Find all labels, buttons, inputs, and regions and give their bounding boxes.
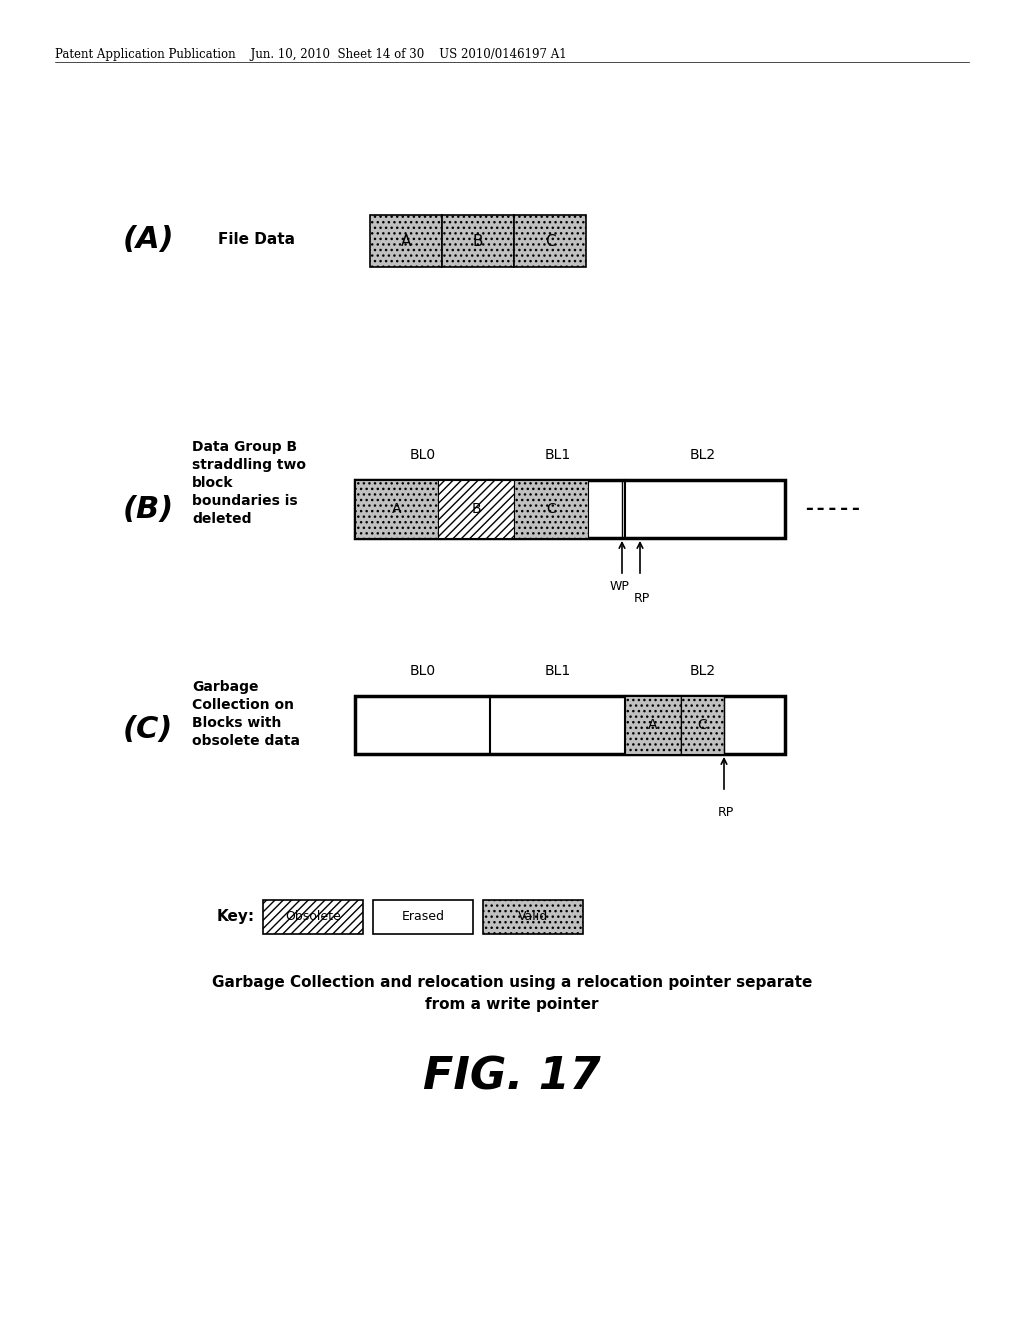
Text: FIG. 17: FIG. 17 xyxy=(423,1055,601,1098)
Bar xyxy=(483,900,583,935)
Text: Blocks with: Blocks with xyxy=(193,715,282,730)
Text: C: C xyxy=(546,502,556,516)
Text: (C): (C) xyxy=(123,715,173,744)
Bar xyxy=(373,900,473,935)
Text: A: A xyxy=(648,718,657,733)
Bar xyxy=(514,215,586,267)
Text: obsolete data: obsolete data xyxy=(193,734,300,748)
Bar xyxy=(355,696,785,754)
Text: Valid: Valid xyxy=(518,911,548,924)
Text: C: C xyxy=(545,234,555,248)
Text: A: A xyxy=(392,502,401,516)
Text: Collection on: Collection on xyxy=(193,698,294,711)
Text: deleted: deleted xyxy=(193,512,252,525)
Bar xyxy=(514,480,588,539)
Text: C: C xyxy=(697,718,708,733)
Bar xyxy=(355,480,438,539)
Text: Obsolete: Obsolete xyxy=(285,911,341,924)
Text: BL1: BL1 xyxy=(545,664,570,678)
Text: BL1: BL1 xyxy=(545,447,570,462)
Text: boundaries is: boundaries is xyxy=(193,494,298,508)
Text: File Data: File Data xyxy=(218,232,295,248)
Text: B: B xyxy=(473,234,483,248)
Bar xyxy=(355,480,785,539)
Text: BL0: BL0 xyxy=(410,447,435,462)
Text: -----: ----- xyxy=(803,499,862,519)
Bar xyxy=(438,480,514,539)
Text: WP: WP xyxy=(610,579,630,593)
Text: (B): (B) xyxy=(123,495,174,524)
Text: BL0: BL0 xyxy=(410,664,435,678)
Text: RP: RP xyxy=(634,591,650,605)
Text: Data Group B: Data Group B xyxy=(193,440,297,454)
Text: RP: RP xyxy=(718,807,734,818)
Text: Key:: Key: xyxy=(217,909,255,924)
Text: (A): (A) xyxy=(122,226,174,255)
Text: straddling two: straddling two xyxy=(193,458,306,473)
Bar xyxy=(370,215,442,267)
Bar xyxy=(625,696,681,754)
Text: Garbage Collection and relocation using a relocation pointer separate: Garbage Collection and relocation using … xyxy=(212,975,812,990)
Text: BL2: BL2 xyxy=(689,664,716,678)
Text: A: A xyxy=(400,234,412,248)
Bar xyxy=(442,215,514,267)
Bar xyxy=(681,696,724,754)
Bar xyxy=(263,900,362,935)
Text: from a write pointer: from a write pointer xyxy=(425,997,599,1012)
Text: B: B xyxy=(471,502,481,516)
Text: Erased: Erased xyxy=(401,911,444,924)
Text: Garbage: Garbage xyxy=(193,680,258,694)
Text: Patent Application Publication    Jun. 10, 2010  Sheet 14 of 30    US 2010/01461: Patent Application Publication Jun. 10, … xyxy=(55,48,566,61)
Text: block: block xyxy=(193,477,233,490)
Text: BL2: BL2 xyxy=(689,447,716,462)
